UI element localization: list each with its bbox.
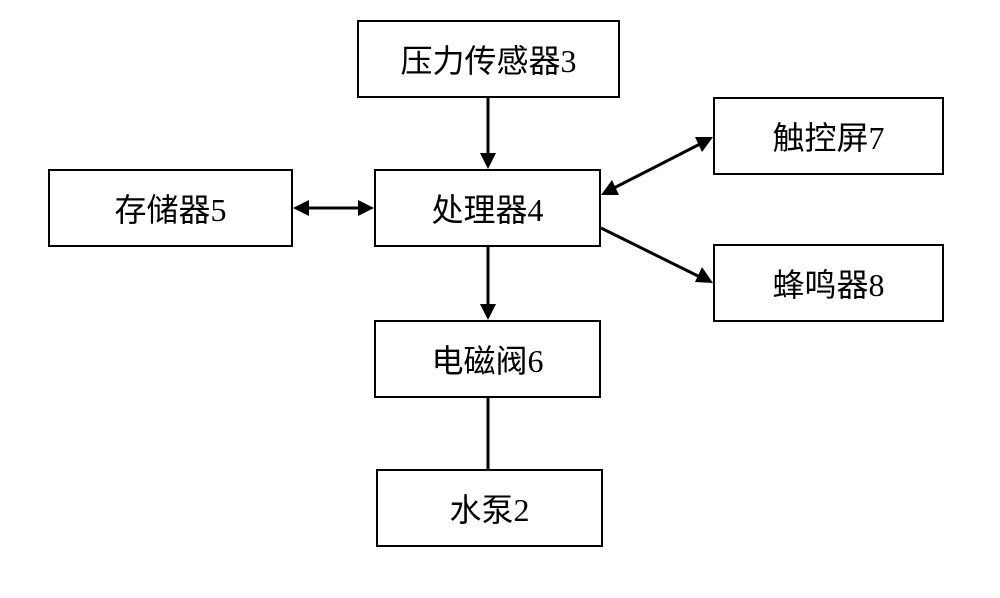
edge-solenoid-pump [0,0,1000,598]
